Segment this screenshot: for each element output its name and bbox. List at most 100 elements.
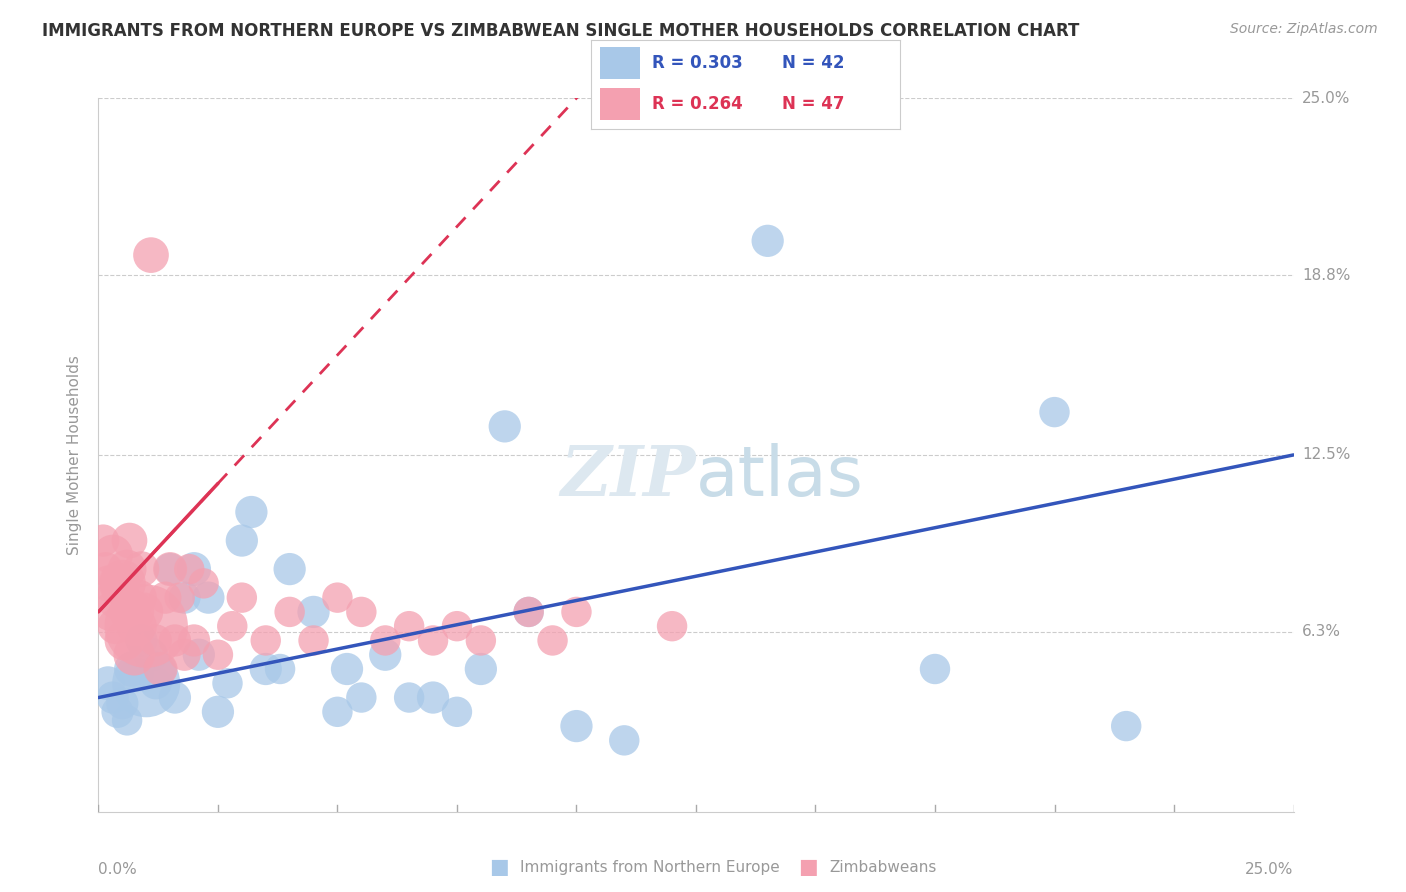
Point <box>173 591 195 605</box>
Point <box>107 705 129 719</box>
Point <box>494 419 516 434</box>
Point <box>756 234 779 248</box>
Text: 12.5%: 12.5% <box>1302 448 1350 462</box>
Point <box>302 605 325 619</box>
Text: IMMIGRANTS FROM NORTHERN EUROPE VS ZIMBABWEAN SINGLE MOTHER HOUSEHOLDS CORRELATI: IMMIGRANTS FROM NORTHERN EUROPE VS ZIMBA… <box>42 22 1080 40</box>
Point <box>374 648 396 662</box>
Point <box>163 690 186 705</box>
Point <box>145 676 167 690</box>
Point <box>231 533 253 548</box>
Text: 0.0%: 0.0% <box>98 862 138 877</box>
Point <box>1043 405 1066 419</box>
Point <box>131 633 153 648</box>
Point <box>135 619 157 633</box>
Point <box>470 633 492 648</box>
Point <box>278 562 301 576</box>
Point <box>254 633 277 648</box>
Point <box>193 576 215 591</box>
Point <box>470 662 492 676</box>
Point <box>187 648 209 662</box>
Point <box>91 533 114 548</box>
Point <box>115 714 138 728</box>
Text: ■: ■ <box>489 857 509 877</box>
Text: 6.3%: 6.3% <box>1302 624 1341 640</box>
Point <box>446 705 468 719</box>
Text: 25.0%: 25.0% <box>1246 862 1294 877</box>
Point <box>124 648 146 662</box>
Point <box>207 648 229 662</box>
FancyBboxPatch shape <box>600 47 640 79</box>
Point <box>125 667 148 681</box>
Point <box>135 676 157 690</box>
Point <box>101 548 124 562</box>
Point <box>197 591 219 605</box>
Text: ZIP: ZIP <box>561 442 696 510</box>
Text: R = 0.264: R = 0.264 <box>652 95 744 113</box>
Point <box>125 619 148 633</box>
Point <box>517 605 540 619</box>
Text: R = 0.303: R = 0.303 <box>652 54 744 72</box>
Point <box>302 633 325 648</box>
Text: Immigrants from Northern Europe: Immigrants from Northern Europe <box>520 860 780 874</box>
Point <box>104 619 127 633</box>
Point <box>107 591 129 605</box>
Point <box>149 662 172 676</box>
Point <box>541 633 564 648</box>
Point <box>111 576 134 591</box>
Point <box>118 533 141 548</box>
Point <box>131 562 153 576</box>
Point <box>159 562 181 576</box>
Point <box>231 591 253 605</box>
Point <box>114 633 136 648</box>
Point <box>94 562 117 576</box>
FancyBboxPatch shape <box>600 88 640 120</box>
Point <box>155 591 177 605</box>
Point <box>98 605 122 619</box>
Point <box>169 591 191 605</box>
Point <box>398 690 420 705</box>
Point <box>517 605 540 619</box>
Point <box>254 662 277 676</box>
Point <box>565 719 588 733</box>
Point <box>108 576 131 591</box>
Point <box>97 576 120 591</box>
Point <box>173 648 195 662</box>
Point <box>159 562 181 576</box>
Point <box>398 619 420 633</box>
Y-axis label: Single Mother Households: Single Mother Households <box>67 355 83 555</box>
Point <box>613 733 636 747</box>
Text: N = 47: N = 47 <box>782 95 845 113</box>
Point <box>240 505 263 519</box>
Point <box>326 705 349 719</box>
Point <box>207 705 229 719</box>
Point <box>565 605 588 619</box>
Point <box>97 676 120 690</box>
Point <box>374 633 396 648</box>
Point <box>350 690 373 705</box>
Point <box>924 662 946 676</box>
Point <box>422 690 444 705</box>
Point <box>101 690 124 705</box>
Point <box>139 248 162 262</box>
Point <box>217 676 239 690</box>
Point <box>139 648 162 662</box>
Text: Zimbabweans: Zimbabweans <box>830 860 936 874</box>
Point <box>1115 719 1137 733</box>
Point <box>446 619 468 633</box>
Point <box>111 696 134 710</box>
Point <box>278 605 301 619</box>
Text: 18.8%: 18.8% <box>1302 268 1350 283</box>
Point <box>163 633 186 648</box>
Point <box>221 619 243 633</box>
Point <box>336 662 359 676</box>
Point <box>115 562 138 576</box>
Point <box>422 633 444 648</box>
Point <box>326 591 349 605</box>
Point <box>183 633 205 648</box>
Point <box>145 633 167 648</box>
Point <box>149 662 172 676</box>
Point <box>128 591 150 605</box>
Text: 25.0%: 25.0% <box>1302 91 1350 105</box>
Point <box>179 562 201 576</box>
Point <box>661 619 683 633</box>
